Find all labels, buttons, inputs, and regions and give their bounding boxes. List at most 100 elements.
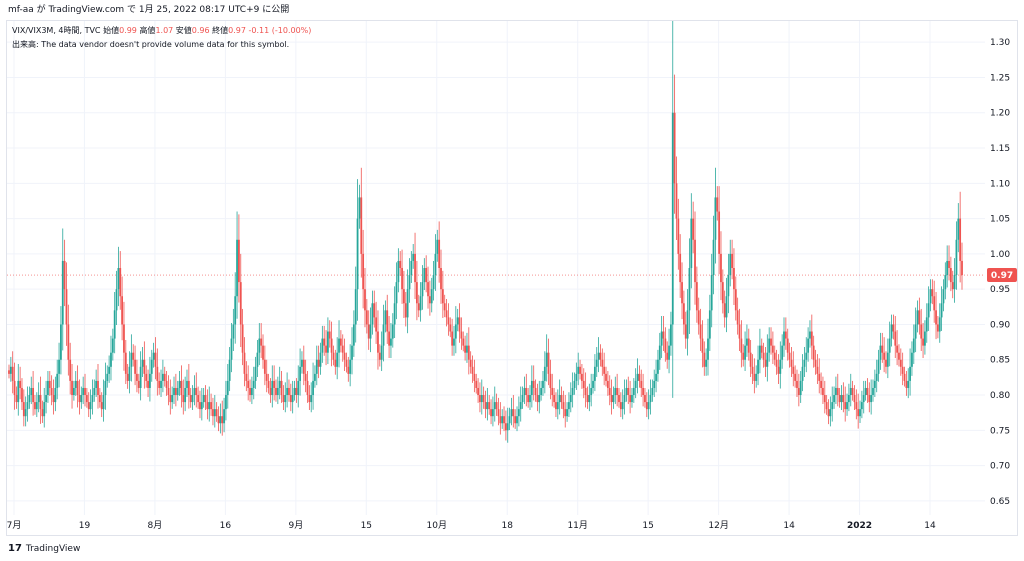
candle-body [807, 338, 810, 353]
candle-body [364, 289, 366, 311]
site-name[interactable]: TradingView.com [48, 5, 125, 15]
candle-body [723, 303, 726, 318]
candle-body [482, 395, 485, 403]
candle-body [664, 338, 667, 353]
candle-body [30, 387, 33, 396]
candle-body [399, 260, 402, 268]
candle-body [608, 387, 611, 396]
candle-body [286, 387, 289, 396]
candle-body [273, 380, 276, 388]
candle-body [210, 402, 212, 410]
candle-body [734, 289, 737, 311]
candle-body [929, 289, 932, 304]
candle-body [530, 380, 533, 396]
candle-body [193, 387, 196, 396]
candle-body [892, 324, 895, 332]
candle-body [760, 345, 763, 353]
candle-body [519, 402, 522, 410]
candle-body [792, 366, 795, 374]
candle-body [230, 338, 233, 360]
y-tick-label: 0.80 [990, 391, 1010, 401]
candle-body [649, 395, 652, 403]
candle-body [651, 387, 654, 396]
candle-body [208, 402, 211, 410]
candle-body [532, 380, 535, 388]
candle-body [339, 338, 342, 346]
candle-body [204, 395, 207, 403]
candle-body [877, 359, 880, 374]
publish-action: に公開 [262, 5, 290, 15]
author-name[interactable]: mf-aa [8, 5, 34, 15]
candle-body [879, 345, 882, 360]
candle-body [525, 387, 528, 396]
candle-body [933, 296, 936, 311]
candle-body [238, 239, 240, 283]
candle-body [260, 338, 263, 346]
candle-body [803, 359, 806, 367]
candle-body [688, 268, 691, 311]
candle-body [63, 260, 66, 290]
candle-body [627, 387, 630, 396]
candle-body [738, 324, 741, 339]
legend-open-value: 0.99 [119, 26, 137, 35]
candle-body [901, 366, 904, 374]
candle-body [121, 296, 123, 325]
candle-body [840, 395, 843, 403]
candle-body [694, 239, 696, 283]
candle-body [126, 373, 129, 381]
candle-body [794, 373, 797, 381]
candle-body [645, 402, 648, 410]
candle-body [949, 268, 952, 283]
legend-close-label: 終値 [212, 26, 229, 35]
candle-body [605, 373, 607, 381]
candle-body [262, 345, 264, 360]
candle-body [666, 352, 669, 360]
candle-body [37, 395, 40, 403]
candle-body [395, 282, 398, 304]
candle-body [84, 387, 86, 396]
candle-body [805, 352, 808, 360]
candle-body [744, 345, 746, 360]
candle-body [345, 359, 348, 367]
candle-body [773, 352, 776, 360]
candle-body [492, 409, 494, 417]
candle-body [621, 402, 624, 410]
candle-body [479, 395, 481, 403]
candle-body [571, 387, 574, 396]
candle-body [655, 373, 657, 381]
candle-body [352, 324, 355, 346]
candle-body [189, 395, 192, 403]
candle-body [288, 387, 290, 396]
y-tick-label: 1.20 [990, 109, 1010, 119]
candle-body [638, 373, 641, 381]
candle-body [543, 366, 546, 381]
candle-body [490, 409, 492, 417]
candle-body [330, 338, 333, 353]
candle-body [284, 395, 287, 403]
candle-body [873, 380, 876, 388]
candle-body [167, 387, 170, 396]
y-tick-label: 1.00 [990, 250, 1010, 260]
candle-body [864, 387, 867, 396]
candle-body [95, 380, 98, 388]
candle-body [22, 402, 25, 417]
candle-body [786, 338, 789, 353]
candle-body [462, 338, 465, 346]
footer-brand[interactable]: TradingView [25, 544, 81, 554]
candle-body [139, 366, 142, 388]
candle-body [173, 387, 175, 396]
candle-body [60, 324, 62, 360]
candle-body [124, 352, 127, 374]
candle-body [684, 324, 687, 339]
candle-body [428, 296, 431, 304]
x-tick-label: 2022 [847, 521, 872, 531]
candle-body [673, 112, 676, 184]
candle-body [102, 395, 105, 410]
candle-body [304, 373, 307, 381]
tradingview-logo-icon[interactable]: 17 [8, 543, 22, 554]
candle-body [538, 395, 541, 403]
candle-body [54, 387, 57, 403]
chart-frame[interactable] [6, 20, 1018, 536]
legend-symbol[interactable]: VIX/VIX3M, 4時間, TVC [12, 26, 101, 35]
